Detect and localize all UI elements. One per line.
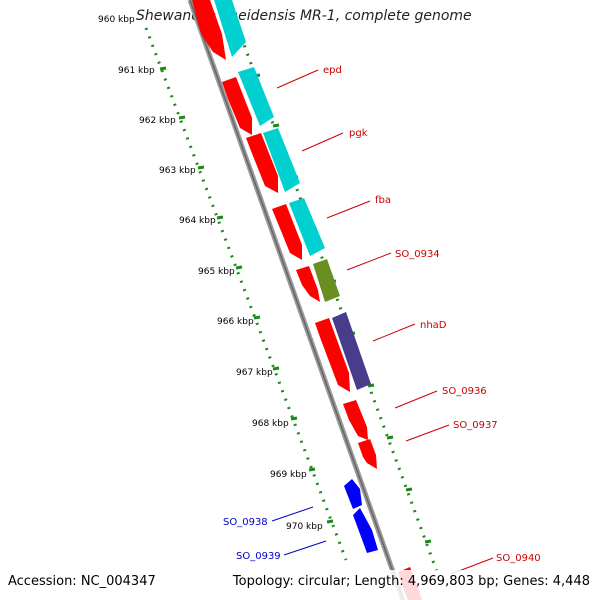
accession-label: Accession: NC_004347 xyxy=(8,574,156,589)
olive-feature xyxy=(313,259,340,302)
gene-label-so0939[interactable]: SO_0939 xyxy=(236,551,281,562)
scale-label: 960 kbp xyxy=(98,15,135,25)
forward-gene xyxy=(315,318,350,392)
cyan-feature xyxy=(214,0,246,57)
forward-gene xyxy=(192,0,226,60)
reverse-genes xyxy=(344,479,378,553)
gene-label-so0934[interactable]: SO_0934 xyxy=(395,249,440,260)
gene-label-fba[interactable]: fba xyxy=(375,195,391,206)
genome-backbone-edge xyxy=(189,0,404,600)
forward-gene xyxy=(222,77,252,135)
purple-feature xyxy=(332,312,371,390)
scale-label: 964 kbp xyxy=(179,216,216,226)
gene-label-epd[interactable]: epd xyxy=(323,65,342,76)
reverse-gene xyxy=(344,479,362,509)
footer-backdrop xyxy=(0,570,600,600)
scale-label: 966 kbp xyxy=(217,317,254,327)
scale-label: 962 kbp xyxy=(139,116,176,126)
scale-labels: 960 kbp 961 kbp 962 kbp 963 kbp 964 kbp … xyxy=(98,15,323,532)
forward-genes xyxy=(192,0,422,600)
forward-gene xyxy=(246,133,278,193)
gene-label-pgk[interactable]: pgk xyxy=(349,128,368,139)
scale-label: 968 kbp xyxy=(252,419,289,429)
inner-major-ticks xyxy=(159,66,334,524)
scale-label: 963 kbp xyxy=(159,166,196,176)
cyan-features xyxy=(214,0,325,256)
scale-label: 969 kbp xyxy=(270,470,307,480)
gene-callout-lines xyxy=(271,69,494,575)
gene-label-so0940[interactable]: SO_0940 xyxy=(496,553,541,564)
scale-label: 970 kbp xyxy=(286,522,323,532)
forward-gene xyxy=(272,204,302,260)
forward-gene xyxy=(343,400,368,440)
forward-gene xyxy=(358,439,377,469)
gene-label-so0937[interactable]: SO_0937 xyxy=(453,420,498,431)
forward-gene xyxy=(296,266,320,302)
scale-label: 967 kbp xyxy=(236,368,273,378)
scale-label: 961 kbp xyxy=(118,66,155,76)
scale-label: 965 kbp xyxy=(198,267,235,277)
reverse-gene xyxy=(353,508,378,553)
gene-label-so0938[interactable]: SO_0938 xyxy=(223,517,268,528)
cyan-feature xyxy=(263,128,300,192)
genome-summary: Topology: circular; Length: 4,969,803 bp… xyxy=(232,574,590,589)
gene-label-nhad[interactable]: nhaD xyxy=(420,320,447,331)
cyan-feature xyxy=(238,67,274,126)
gene-labels: epd pgk fba SO_0934 nhaD SO_0936 SO_0937… xyxy=(223,65,541,564)
cyan-feature xyxy=(289,198,325,256)
gene-label-so0936[interactable]: SO_0936 xyxy=(442,386,487,397)
